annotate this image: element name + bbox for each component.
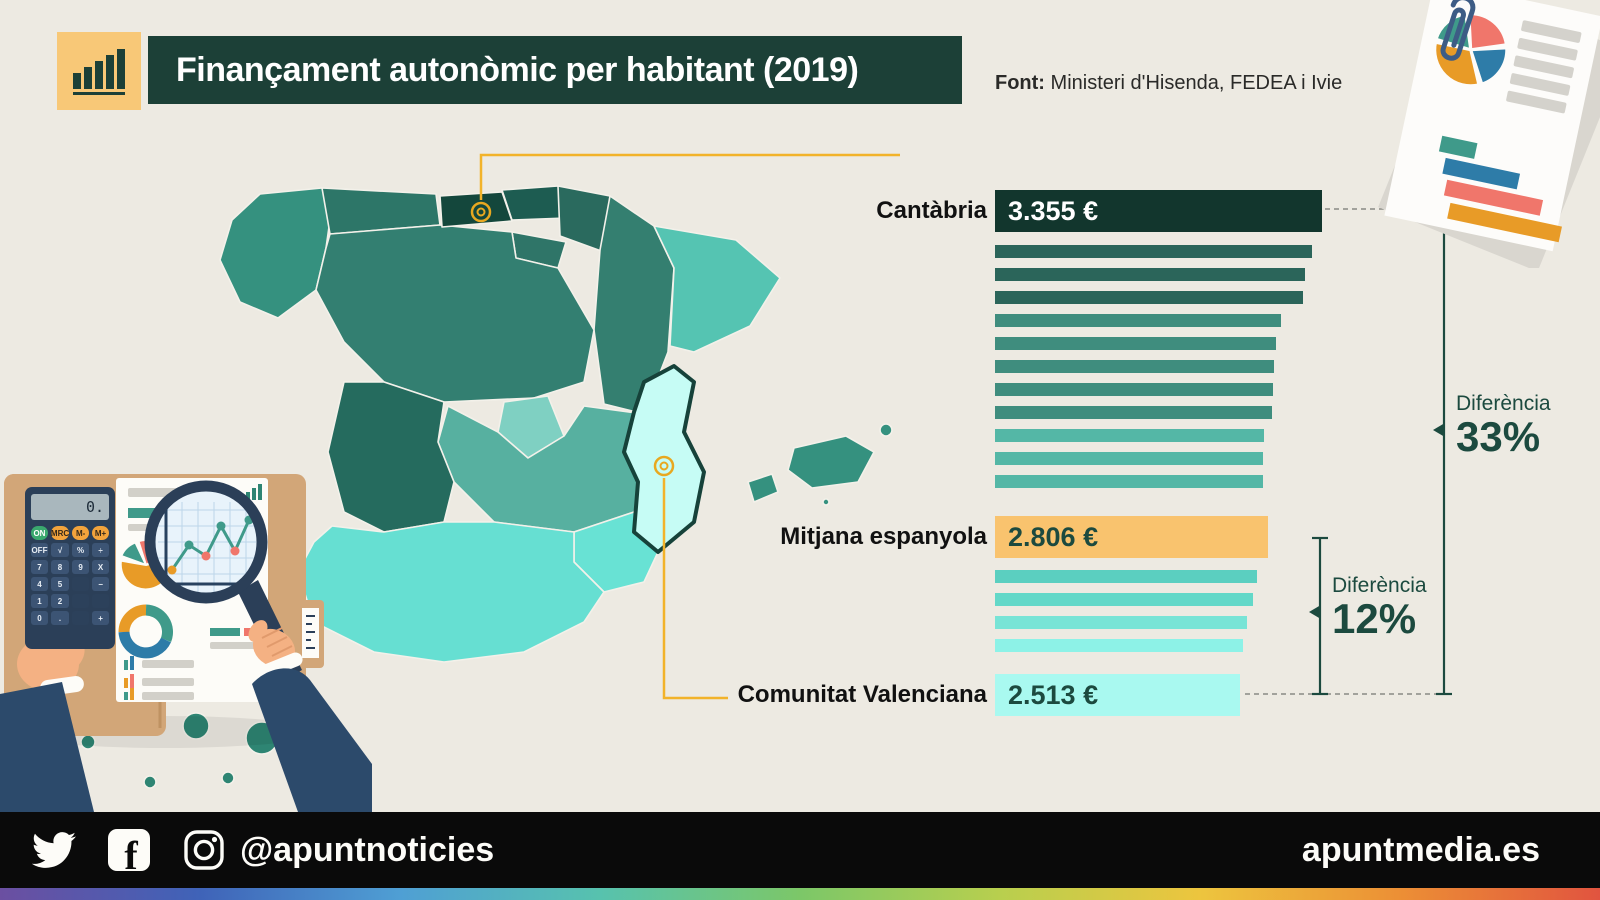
calculator-display: 0.: [31, 494, 109, 520]
calc-key: M+: [92, 526, 109, 540]
calc-key: X: [92, 560, 109, 574]
source-text: Ministeri d'Hisenda, FEDEA i Ivie: [1044, 72, 1343, 94]
report-sheet-illustration: [1368, 0, 1600, 272]
diff-12-value: 12%: [1332, 595, 1417, 642]
map-region-valenciana: [622, 364, 706, 554]
connector-valenciana: [662, 478, 728, 700]
calc-key: MRC: [50, 526, 70, 540]
rainbow-stripe: [0, 888, 1600, 900]
website-url: apuntmedia.es: [1301, 830, 1540, 869]
right-sleeve: [252, 668, 372, 812]
bar-unlabeled: [995, 383, 1273, 396]
bar-valenciana: 2.513 €: [995, 674, 1240, 716]
doc-donut-icon: [118, 604, 173, 659]
instagram-icon: [182, 828, 226, 872]
bar-unlabeled: [995, 429, 1264, 442]
calc-key: 0: [31, 611, 48, 625]
bar-unlabeled: [995, 406, 1272, 419]
calc-key: %: [72, 543, 90, 557]
right-hand: [248, 620, 372, 812]
bar-unlabeled: [995, 314, 1281, 327]
calc-key: OFF: [31, 543, 48, 557]
magnifier-ring: [144, 480, 268, 604]
bar-unlabeled: [995, 475, 1263, 488]
bar-chart-icon: [73, 49, 125, 95]
calc-key: 5: [50, 577, 70, 591]
bar-unlabeled: [995, 291, 1303, 304]
title-bar: Finançament autonòmic per habitant (2019…: [148, 36, 962, 104]
bar-unlabeled: [995, 639, 1243, 652]
calc-key: M-: [72, 526, 90, 540]
calculator: 0. ON MRC M- M+ OFF √% ÷ 7 8 9 X 4 5−1 2 0. +: [25, 487, 115, 649]
bar-unlabeled: [995, 337, 1276, 350]
left-sleeve: [0, 682, 94, 812]
calc-key: [72, 577, 90, 591]
bar-unlabeled: [995, 360, 1274, 373]
paperclip-icon: [1440, 0, 1476, 61]
calc-key: 1: [31, 594, 48, 608]
social-handle: @apuntnoticies: [240, 830, 495, 869]
map-region-extremadura: [327, 381, 455, 533]
calc-key: ON: [31, 526, 48, 540]
doc-mini-bars-icon: [246, 484, 262, 500]
map-region-cantabria: [439, 191, 513, 228]
source-label: Font:: [995, 72, 1045, 94]
calc-key: √: [50, 543, 70, 557]
calc-key: +: [92, 611, 109, 625]
map-marker-valenciana: [653, 455, 675, 477]
bar-mitjana: 2.806 €: [995, 516, 1268, 558]
calc-key: [72, 611, 90, 625]
map-region-balears: [787, 435, 875, 489]
bar-unlabeled: [995, 268, 1305, 281]
connector-cantabria: [479, 153, 900, 200]
bar-unlabeled: [995, 593, 1253, 606]
bar-unlabeled: [995, 245, 1312, 258]
footer-bar: f @apuntnoticies apuntmedia.es: [0, 812, 1600, 888]
calc-key: 9: [72, 560, 90, 574]
page-title: Finançament autonòmic per habitant (2019…: [176, 50, 859, 89]
map-region-galicia: [219, 187, 333, 319]
calc-key: 8: [50, 560, 70, 574]
calc-key: [92, 594, 109, 608]
spain-map: [38, 153, 900, 789]
chart-logo-icon: [57, 32, 141, 110]
diff-33-value: 33%: [1456, 413, 1541, 460]
calc-key: 4: [31, 577, 48, 591]
bar-unlabeled: [995, 452, 1263, 465]
diff-12-label: Diferència: [1332, 574, 1427, 597]
text-lines: [1506, 20, 1582, 114]
calc-key: 2: [50, 594, 70, 608]
calc-key: [72, 594, 90, 608]
diff-33-label: Diferència: [1456, 392, 1551, 415]
bar-cantabria: 3.355 €: [995, 190, 1322, 232]
map-region-catalunya: [653, 225, 781, 353]
mini-bars-icon: [1438, 135, 1562, 243]
facebook-icon: f: [108, 829, 150, 871]
calculator-keys: ON MRC M- M+ OFF √% ÷ 7 8 9 X 4 5 − 1 2 0. +: [31, 526, 109, 625]
source-note: Font: Ministeri d'Hisenda, FEDEA i Ivie: [995, 72, 1342, 95]
twitter-icon: [32, 828, 76, 872]
calc-key: ÷: [92, 543, 109, 557]
calc-key: −: [92, 577, 109, 591]
bar-unlabeled: [995, 570, 1257, 583]
calc-key: .: [50, 611, 70, 625]
calc-key: 7: [31, 560, 48, 574]
map-region-pais-basc: [501, 185, 567, 221]
bar-unlabeled: [995, 616, 1247, 629]
map-marker-cantabria: [470, 201, 492, 223]
